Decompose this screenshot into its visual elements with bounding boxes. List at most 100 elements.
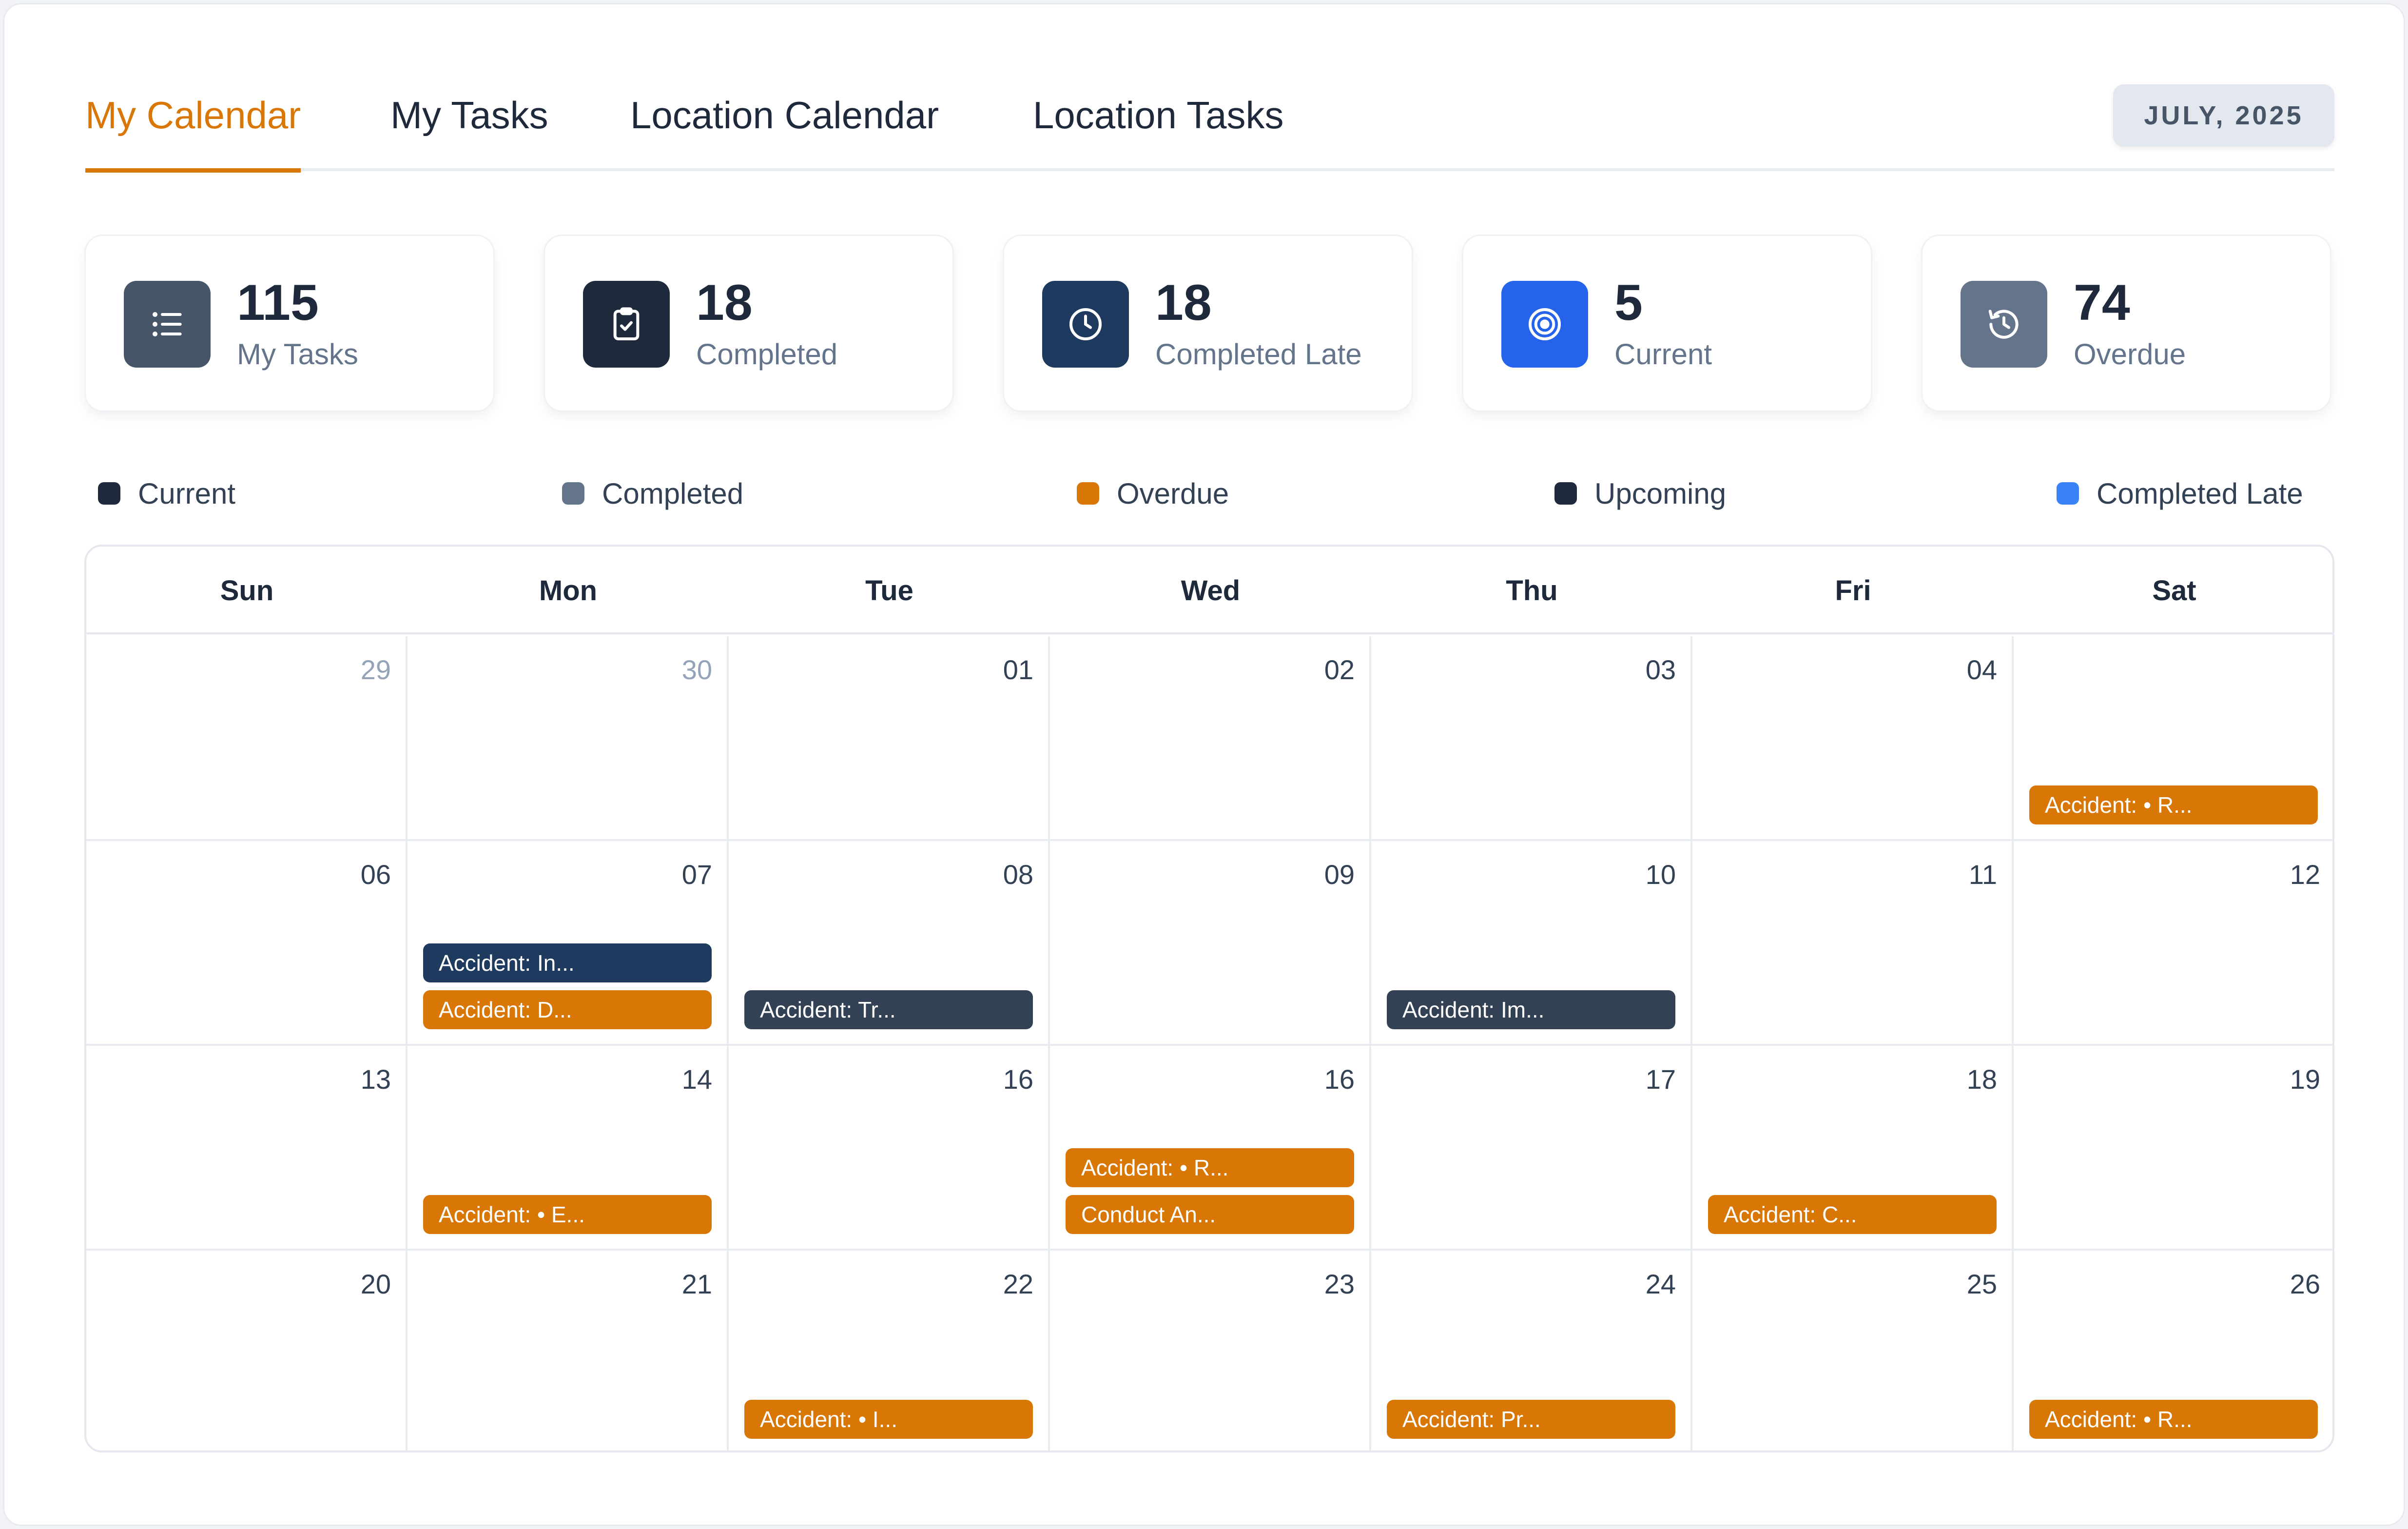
calendar-day-cell[interactable]: 06 bbox=[86, 841, 408, 1046]
legend-swatch bbox=[98, 482, 120, 505]
weekday-label: Thu bbox=[1506, 574, 1558, 607]
day-number: 11 bbox=[1968, 859, 1997, 890]
calendar-day-cell[interactable]: 07 Accident: In... Accident: D... bbox=[408, 841, 729, 1046]
calendar-day-cell[interactable]: 08 Accident: Tr... bbox=[729, 841, 1050, 1046]
stat-card-completed[interactable]: 18 Completed bbox=[544, 235, 954, 412]
legend-label: Completed bbox=[602, 477, 744, 510]
day-number: 24 bbox=[1645, 1269, 1676, 1299]
day-number: 07 bbox=[681, 859, 712, 890]
calendar-day-cell[interactable]: Accident: • R... bbox=[2014, 636, 2332, 841]
day-number: 14 bbox=[681, 1064, 712, 1095]
tab-location-calendar[interactable]: Location Calendar bbox=[630, 94, 939, 137]
legend-overdue: Overdue bbox=[1077, 476, 1229, 510]
calendar-day-cell[interactable]: 23 bbox=[1050, 1251, 1371, 1451]
weekday-label: Mon bbox=[539, 574, 598, 607]
legend-swatch bbox=[1554, 482, 1577, 505]
day-number: 23 bbox=[1324, 1269, 1355, 1299]
calendar-event[interactable]: Accident: • E... bbox=[423, 1195, 712, 1234]
legend-swatch bbox=[1077, 482, 1099, 505]
legend-swatch bbox=[562, 482, 584, 505]
day-number: 08 bbox=[1003, 859, 1033, 890]
stat-label: Current bbox=[1614, 338, 1712, 371]
stat-card-my-tasks[interactable]: 115 My Tasks bbox=[84, 235, 495, 412]
calendar-day-cell[interactable]: 21 bbox=[408, 1251, 729, 1451]
tab-my-calendar[interactable]: My Calendar bbox=[85, 87, 301, 173]
history-icon bbox=[1961, 281, 2047, 368]
calendar-day-cell[interactable]: 14 Accident: • E... bbox=[408, 1046, 729, 1251]
day-number: 21 bbox=[681, 1269, 712, 1299]
legend-label: Upcoming bbox=[1594, 477, 1727, 510]
calendar-event[interactable]: Accident: In... bbox=[423, 943, 712, 982]
calendar-panel: My Calendar My Tasks Location Calendar L… bbox=[3, 3, 2405, 1526]
calendar-day-cell[interactable]: 25 bbox=[1692, 1251, 2014, 1451]
calendar-day-cell[interactable]: 04 bbox=[1692, 636, 2014, 841]
target-icon bbox=[1501, 281, 1588, 368]
calendar-event[interactable]: Conduct An... bbox=[1066, 1195, 1354, 1234]
calendar-day-cell[interactable]: 03 bbox=[1371, 636, 1692, 841]
stat-label: My Tasks bbox=[237, 338, 358, 371]
clock-icon bbox=[1042, 281, 1129, 368]
calendar-day-cell[interactable]: 19 bbox=[2014, 1046, 2332, 1251]
calendar-day-cell[interactable]: 11 bbox=[1692, 841, 2014, 1046]
weekday-label: Fri bbox=[1835, 574, 1871, 607]
stat-card-completed-late[interactable]: 18 Completed Late bbox=[1003, 235, 1413, 412]
calendar-event[interactable]: Accident: • R... bbox=[2029, 785, 2318, 824]
stat-label: Completed bbox=[696, 338, 838, 371]
legend-label: Completed Late bbox=[2097, 477, 2303, 510]
weekday-header: Sun Mon Tue Wed Thu Fri Sat bbox=[86, 547, 2332, 634]
stat-value: 18 bbox=[1155, 274, 1212, 331]
stat-value: 5 bbox=[1614, 274, 1643, 331]
clipboard-check-icon bbox=[583, 281, 670, 368]
calendar-day-cell[interactable]: 20 bbox=[86, 1251, 408, 1451]
calendar-day-cell[interactable]: 16 Accident: • R... Conduct An... bbox=[1050, 1046, 1371, 1251]
weekday-label: Sun bbox=[220, 574, 274, 607]
calendar-event[interactable]: Accident: • I... bbox=[744, 1400, 1033, 1439]
stat-value: 115 bbox=[237, 274, 319, 331]
calendar-day-cell[interactable]: 18 Accident: C... bbox=[1692, 1046, 2014, 1251]
day-number: 29 bbox=[360, 654, 391, 685]
day-number: 16 bbox=[1003, 1064, 1033, 1095]
day-number: 22 bbox=[1003, 1269, 1033, 1299]
day-number: 06 bbox=[360, 859, 391, 890]
stat-label: Completed Late bbox=[1155, 338, 1362, 371]
legend-upcoming: Upcoming bbox=[1554, 476, 1726, 510]
tab-location-tasks[interactable]: Location Tasks bbox=[1033, 94, 1284, 137]
calendar-day-cell[interactable]: 22 Accident: • I... bbox=[729, 1251, 1050, 1451]
day-number: 04 bbox=[1966, 654, 1997, 685]
legend-label: Overdue bbox=[1117, 477, 1229, 510]
calendar-day-cell[interactable]: 17 bbox=[1371, 1046, 1692, 1251]
stat-card-current[interactable]: 5 Current bbox=[1462, 235, 1872, 412]
calendar-day-cell[interactable]: 01 bbox=[729, 636, 1050, 841]
calendar-day-cell[interactable]: 02 bbox=[1050, 636, 1371, 841]
legend-current: Current bbox=[98, 476, 235, 510]
calendar-day-cell[interactable]: 26 Accident: • R... bbox=[2014, 1251, 2332, 1451]
stat-label: Overdue bbox=[2074, 338, 2186, 371]
weekday-label: Wed bbox=[1181, 574, 1241, 607]
calendar-day-cell[interactable]: 13 bbox=[86, 1046, 408, 1251]
calendar-event[interactable]: Accident: • R... bbox=[2029, 1400, 2318, 1439]
day-number: 17 bbox=[1645, 1064, 1676, 1095]
calendar-day-cell[interactable]: 24 Accident: Pr... bbox=[1371, 1251, 1692, 1451]
day-number: 10 bbox=[1645, 859, 1676, 890]
calendar-day-cell[interactable]: 29 bbox=[86, 636, 408, 841]
calendar-event[interactable]: Accident: Pr... bbox=[1387, 1400, 1675, 1439]
stat-card-overdue[interactable]: 74 Overdue bbox=[1921, 235, 2331, 412]
day-number: 30 bbox=[681, 654, 712, 685]
day-number: 26 bbox=[2290, 1269, 2320, 1299]
calendar-event[interactable]: Accident: C... bbox=[1708, 1195, 1997, 1234]
calendar-day-cell[interactable]: 10 Accident: Im... bbox=[1371, 841, 1692, 1046]
month-selector[interactable]: JULY, 2025 bbox=[2113, 84, 2334, 147]
calendar-event[interactable]: Accident: Im... bbox=[1387, 990, 1675, 1029]
day-number: 12 bbox=[2290, 859, 2320, 890]
stat-value: 18 bbox=[696, 274, 753, 331]
tab-my-tasks[interactable]: My Tasks bbox=[390, 94, 548, 137]
calendar-day-cell[interactable]: 09 bbox=[1050, 841, 1371, 1046]
calendar-event[interactable]: Accident: • R... bbox=[1066, 1148, 1354, 1187]
calendar-day-cell[interactable]: 12 bbox=[2014, 841, 2332, 1046]
calendar-day-cell[interactable]: 30 bbox=[408, 636, 729, 841]
calendar-day-cell[interactable]: 16 bbox=[729, 1046, 1050, 1251]
calendar-event[interactable]: Accident: Tr... bbox=[744, 990, 1033, 1029]
calendar-event[interactable]: Accident: D... bbox=[423, 990, 712, 1029]
day-number: 02 bbox=[1324, 654, 1355, 685]
day-number: 16 bbox=[1324, 1064, 1355, 1095]
